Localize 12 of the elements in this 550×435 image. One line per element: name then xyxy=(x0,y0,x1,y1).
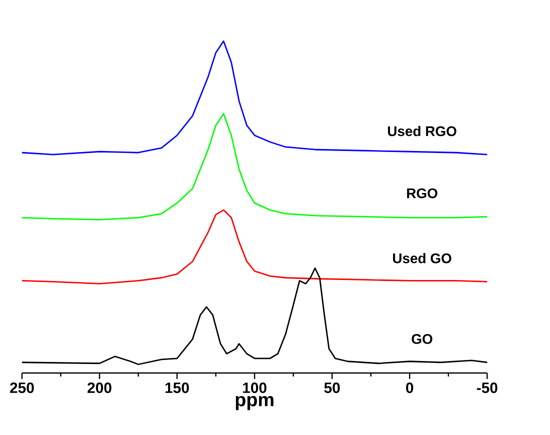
x-tick-label: 50 xyxy=(324,382,340,394)
x-tick-label: 100 xyxy=(243,382,266,394)
series-label: GO xyxy=(412,334,432,344)
x-tick-label: 0 xyxy=(406,382,414,394)
x-tick-label: 200 xyxy=(88,382,112,394)
series-label: Used GO xyxy=(393,253,452,264)
x-axis-title: ppm xyxy=(236,396,274,410)
series-label: Used RGO xyxy=(388,126,456,136)
series-label: RGO xyxy=(407,188,438,198)
x-tick-label: 150 xyxy=(166,382,189,394)
x-tick-label: 250 xyxy=(10,382,34,394)
x-tick-label: -50 xyxy=(476,382,498,394)
